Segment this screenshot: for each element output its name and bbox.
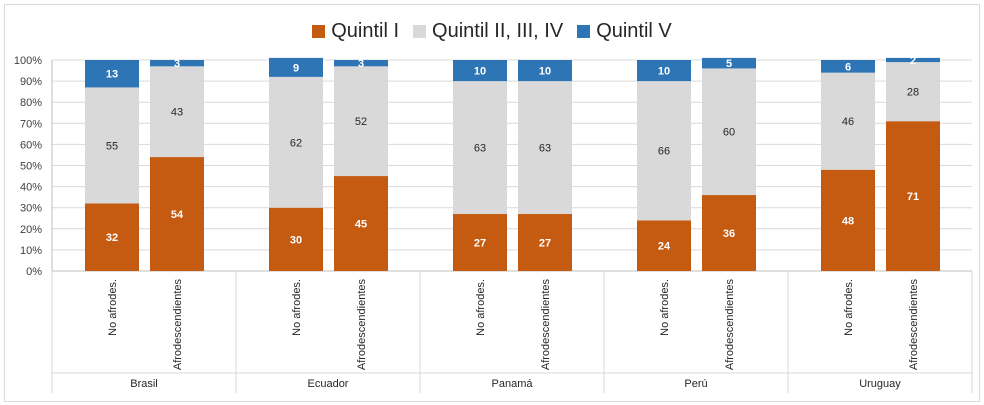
bar-segment [269, 57, 323, 77]
bar-segment [637, 220, 691, 271]
bar-segment [518, 81, 572, 215]
bar-segment [886, 57, 940, 63]
data-label: 54 [171, 209, 184, 221]
data-label: 62 [290, 137, 302, 149]
bar-segment [85, 203, 139, 271]
bar-segment [453, 60, 507, 82]
y-tick-label: 10% [20, 245, 42, 257]
category-label: Afrodescendientes [172, 279, 184, 371]
category-label: Afrodescendientes [908, 279, 920, 371]
bar-segment [453, 81, 507, 215]
data-label: 66 [658, 146, 670, 158]
legend-item-quintil-2-3-4: Quintil II, III, IV [413, 20, 563, 43]
data-label: 10 [658, 66, 670, 78]
group-label: Ecuador [308, 378, 349, 390]
bar-segment [821, 60, 875, 73]
data-label: 55 [106, 140, 118, 152]
data-label: 36 [723, 228, 735, 240]
bar-segment [886, 121, 940, 271]
bar-segment [821, 72, 875, 170]
group-label: Perú [684, 378, 707, 390]
data-label: 63 [539, 143, 551, 155]
data-label: 2 [910, 55, 916, 67]
data-label: 45 [355, 219, 367, 231]
data-label: 32 [106, 232, 118, 244]
bar-segment [150, 157, 204, 271]
bar-segment [334, 66, 388, 177]
legend-swatch-quintil-5 [577, 24, 591, 38]
legend-swatch-quintil-1 [312, 24, 326, 38]
y-tick-label: 20% [20, 224, 42, 236]
bar-segment [334, 176, 388, 271]
bar-segment [150, 66, 204, 158]
y-tick-label: 50% [20, 161, 42, 173]
data-label: 46 [842, 116, 854, 128]
data-label: 30 [290, 234, 302, 246]
data-label: 10 [474, 66, 486, 78]
y-tick-label: 0% [26, 266, 42, 278]
data-label: 27 [539, 238, 551, 250]
legend-swatch-quintil-2-3-4 [413, 24, 427, 38]
y-tick-label: 30% [20, 203, 42, 215]
data-label: 60 [723, 127, 735, 139]
bar-segment [453, 214, 507, 271]
data-label: 63 [474, 143, 486, 155]
bar-segment [334, 60, 388, 67]
legend-label-quintil-5: Quintil V [596, 19, 672, 42]
data-label: 28 [907, 87, 919, 99]
data-label: 52 [355, 116, 367, 128]
bar-segment [518, 60, 572, 82]
legend-item-quintil-1: Quintil I [312, 20, 399, 43]
data-label: 48 [842, 215, 854, 227]
data-label: 6 [845, 61, 851, 73]
category-label: No afrodes. [843, 279, 855, 336]
legend-label-quintil-2-3-4: Quintil II, III, IV [432, 19, 564, 42]
y-tick-label: 100% [14, 55, 42, 67]
bar-segment [702, 57, 756, 69]
bar-segment [269, 207, 323, 271]
bar-segment [702, 68, 756, 196]
data-label: 24 [658, 241, 671, 253]
group-label: Panamá [492, 378, 534, 390]
data-label: 13 [106, 69, 118, 81]
bar-segment [702, 195, 756, 271]
y-tick-label: 40% [20, 182, 42, 194]
y-tick-label: 70% [20, 118, 42, 130]
data-label: 3 [358, 58, 364, 70]
data-label: 3 [174, 58, 180, 70]
bar-segment [518, 214, 572, 271]
legend-item-quintil-5: Quintil V [577, 20, 672, 43]
group-label: Brasil [130, 378, 158, 390]
y-tick-label: 60% [20, 139, 42, 151]
legend: Quintil I Quintil II, III, IV Quintil V [0, 18, 984, 44]
bar-segment [85, 60, 139, 88]
category-label: No afrodes. [475, 279, 487, 336]
bar-segment [821, 169, 875, 271]
data-label: 9 [293, 62, 299, 74]
bar-segment [637, 60, 691, 82]
category-label: No afrodes. [291, 279, 303, 336]
data-label: 27 [474, 238, 486, 250]
category-label: No afrodes. [659, 279, 671, 336]
data-label: 5 [726, 58, 732, 70]
y-tick-label: 90% [20, 76, 42, 88]
group-label: Uruguay [859, 378, 901, 390]
bar-segment [637, 81, 691, 221]
category-label: Afrodescendientes [540, 279, 552, 371]
bar-segment [150, 60, 204, 67]
legend-label-quintil-1: Quintil I [331, 19, 400, 42]
data-label: 43 [171, 107, 183, 119]
bar-segment [269, 76, 323, 208]
category-label: Afrodescendientes [356, 279, 368, 371]
data-label: 10 [539, 66, 551, 78]
bar-segment [886, 62, 940, 122]
y-tick-label: 80% [20, 97, 42, 109]
category-label: No afrodes. [107, 279, 119, 336]
data-label: 71 [907, 191, 919, 203]
bar-segment [85, 87, 139, 204]
category-label: Afrodescendientes [724, 279, 736, 371]
